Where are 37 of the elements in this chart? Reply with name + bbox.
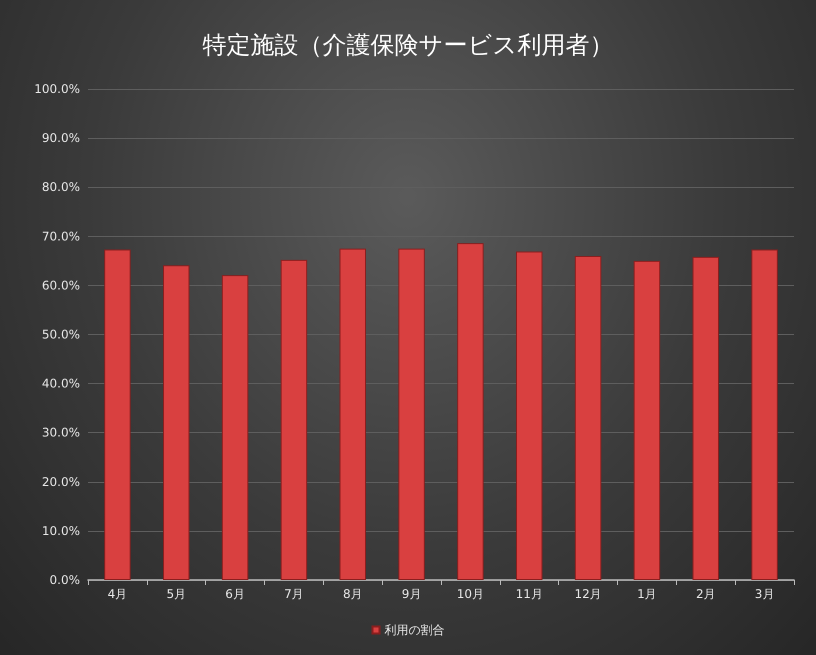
x-tick-label: 3月	[754, 587, 774, 601]
y-tick-label: 90.0%	[42, 131, 80, 146]
x-tick-label: 10月	[456, 587, 484, 601]
bar	[280, 260, 308, 580]
x-tick-label: 7月	[284, 587, 304, 601]
x-tick-label: 12月	[574, 587, 602, 601]
y-tick-label: 70.0%	[42, 229, 80, 244]
bar	[222, 275, 248, 580]
x-tick-label: 9月	[402, 587, 422, 601]
bar	[574, 256, 602, 580]
bar	[457, 243, 484, 580]
y-tick-label: 0.0%	[50, 573, 80, 587]
y-tick-label: 100.0%	[34, 82, 80, 96]
bar	[340, 248, 366, 580]
x-tick-label: 4月	[108, 587, 128, 601]
bar	[634, 260, 660, 580]
y-tick-label: 10.0%	[42, 524, 80, 538]
bar	[398, 248, 425, 580]
bar	[163, 265, 190, 580]
y-tick-label: 20.0%	[42, 474, 80, 489]
chart-title: 特定施設（介護保険サービス利用者）	[202, 31, 614, 59]
x-tick-label: 5月	[166, 587, 186, 601]
y-tick-label: 30.0%	[42, 426, 80, 440]
bar	[751, 250, 778, 580]
y-tick-label: 50.0%	[42, 328, 80, 342]
y-tick-label: 60.0%	[42, 278, 80, 292]
x-tick-label: 11月	[516, 587, 543, 601]
x-tick-label: 8月	[342, 587, 363, 601]
bar	[692, 256, 719, 580]
bar	[516, 252, 542, 580]
y-tick-label: 80.0%	[42, 180, 80, 194]
bar	[104, 250, 131, 580]
legend-label: 利用の割合	[384, 623, 444, 637]
y-tick-label: 40.0%	[42, 376, 80, 391]
x-tick-label: 1月	[637, 587, 657, 601]
x-tick-label: 2月	[696, 587, 716, 601]
x-tick-label: 6月	[225, 587, 245, 601]
